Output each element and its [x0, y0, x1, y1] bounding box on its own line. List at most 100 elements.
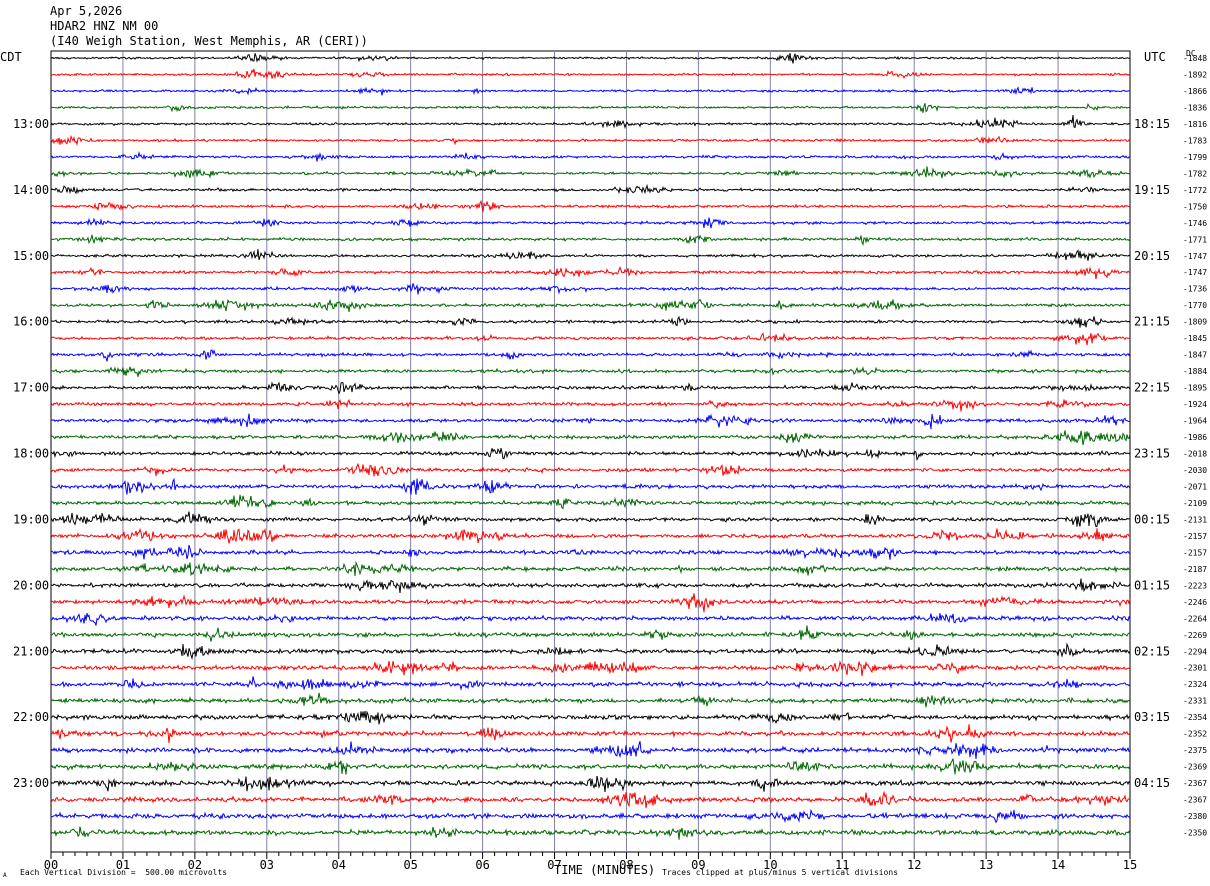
dc-offset-label: -1746: [1183, 219, 1207, 228]
seismic-trace: [50, 710, 1131, 725]
dc-offset-label: -2131: [1183, 515, 1207, 524]
dc-offset-label: -1772: [1183, 186, 1207, 195]
dc-offset-label: -2367: [1183, 779, 1207, 788]
seismic-trace: [50, 724, 1131, 744]
seismic-trace: [50, 741, 1131, 760]
seismic-trace: [50, 578, 1131, 593]
seismic-trace: [50, 134, 1131, 147]
x-tick-label: 06: [475, 858, 489, 872]
x-tick-label: 02: [188, 858, 202, 872]
dc-offset-label: -2157: [1183, 532, 1207, 541]
right-hour-label: 23:15: [1134, 447, 1170, 461]
right-hour-label: 04:15: [1134, 776, 1170, 790]
right-hour-label: 01:15: [1134, 578, 1170, 592]
seismic-trace: [50, 315, 1131, 328]
seismic-trace: [50, 151, 1131, 162]
seismic-trace: [50, 68, 1131, 80]
seismic-trace: [51, 625, 1131, 642]
dc-offset-label: -1847: [1183, 351, 1207, 360]
seismic-trace: [50, 413, 1131, 430]
seismic-trace: [50, 758, 1131, 775]
seismic-trace: [50, 808, 1131, 824]
date-label: Apr 5,2026: [50, 4, 123, 18]
left-hour-label: 19:00: [13, 512, 49, 526]
seismic-trace: [50, 86, 1131, 96]
left-hour-label: 17:00: [13, 381, 49, 395]
station-label: HDAR2 HNZ NM 00: [50, 19, 159, 33]
dc-offset-label: -1771: [1183, 235, 1207, 244]
x-tick-label: 15: [1123, 858, 1137, 872]
x-tick-label: 05: [403, 858, 417, 872]
dc-offset-label: -1866: [1183, 87, 1207, 96]
dc-offset-label: -2294: [1183, 647, 1207, 656]
seismic-trace: [50, 283, 1130, 295]
left-hour-label: 23:00: [13, 776, 49, 790]
seismic-trace: [50, 266, 1131, 280]
seismic-trace: [50, 249, 1131, 261]
seismic-trace: [50, 332, 1131, 346]
seismic-trace: [50, 103, 1131, 113]
dc-offset-label: -2071: [1183, 482, 1207, 491]
dc-offset-label: -2187: [1183, 565, 1207, 574]
x-tick-label: 08: [619, 858, 633, 872]
dc-offset-label: -1836: [1183, 103, 1207, 112]
seismic-trace: [51, 477, 1131, 495]
dc-offset-label: -1750: [1183, 202, 1207, 211]
right-hour-label: 19:15: [1134, 183, 1170, 197]
left-hour-label: 21:00: [13, 644, 49, 658]
right-hour-label: 18:15: [1134, 117, 1170, 131]
location-label: (I40 Weigh Station, West Memphis, AR (CE…: [50, 34, 368, 48]
dc-offset-label: -1848: [1183, 54, 1207, 63]
dc-offset-label: -2375: [1183, 746, 1207, 755]
dc-offset-label: -2369: [1183, 763, 1207, 772]
dc-offset-label: -1782: [1183, 169, 1207, 178]
seismic-trace: [50, 234, 1131, 246]
dc-offset-label: -1884: [1183, 367, 1207, 376]
dc-offset-label: -2350: [1183, 829, 1207, 838]
seismic-trace: [50, 217, 1131, 229]
dc-offset-label: -2331: [1183, 697, 1207, 706]
seismic-trace: [50, 183, 1131, 195]
dc-offset-label: -1770: [1183, 301, 1207, 310]
seismic-trace: [50, 166, 1131, 179]
dc-offset-label: -2264: [1183, 614, 1207, 623]
dc-offset-label: -1747: [1183, 252, 1207, 261]
left-hour-label: 14:00: [13, 183, 49, 197]
left-timezone-label: CDT: [0, 50, 22, 64]
dc-offset-label: -2157: [1183, 548, 1207, 557]
seismic-trace: [50, 430, 1131, 446]
seismic-trace: [50, 447, 1131, 461]
x-tick-label: 00: [44, 858, 58, 872]
right-hour-label: 00:15: [1134, 512, 1170, 526]
x-tick-label: 13: [979, 858, 993, 872]
x-tick-label: 01: [116, 858, 130, 872]
dc-offset-label: -2246: [1183, 598, 1207, 607]
right-timezone-label: UTC: [1144, 50, 1166, 64]
seismic-trace: [50, 494, 1131, 510]
dc-offset-label: -2223: [1183, 581, 1207, 590]
seismic-trace: [50, 366, 1131, 377]
seismic-trace: [50, 527, 1131, 544]
seismic-trace: [50, 381, 1131, 395]
x-tick-label: 14: [1051, 858, 1065, 872]
seismic-trace: [50, 593, 1131, 613]
seismic-trace: [50, 642, 1131, 661]
dc-offset-label: -2301: [1183, 664, 1207, 673]
x-tick-label: 04: [332, 858, 346, 872]
seismic-trace: [50, 398, 1131, 412]
x-tick-label: 07: [547, 858, 561, 872]
seismic-trace: [50, 775, 1131, 792]
dc-offset-label: -2269: [1183, 631, 1207, 640]
dc-offset-label: -2354: [1183, 713, 1207, 722]
dc-offset-label: -2324: [1183, 680, 1207, 689]
seismic-trace: [50, 544, 1130, 560]
seismic-trace: [50, 560, 1131, 577]
seismic-trace: [50, 660, 1131, 677]
left-hour-label: 15:00: [13, 249, 49, 263]
x-tick-label: 10: [763, 858, 777, 872]
seismic-trace: [50, 511, 1131, 528]
dc-offset-label: -2030: [1183, 466, 1207, 475]
seismic-trace: [50, 613, 1131, 626]
dc-offset-label: -1924: [1183, 400, 1207, 409]
